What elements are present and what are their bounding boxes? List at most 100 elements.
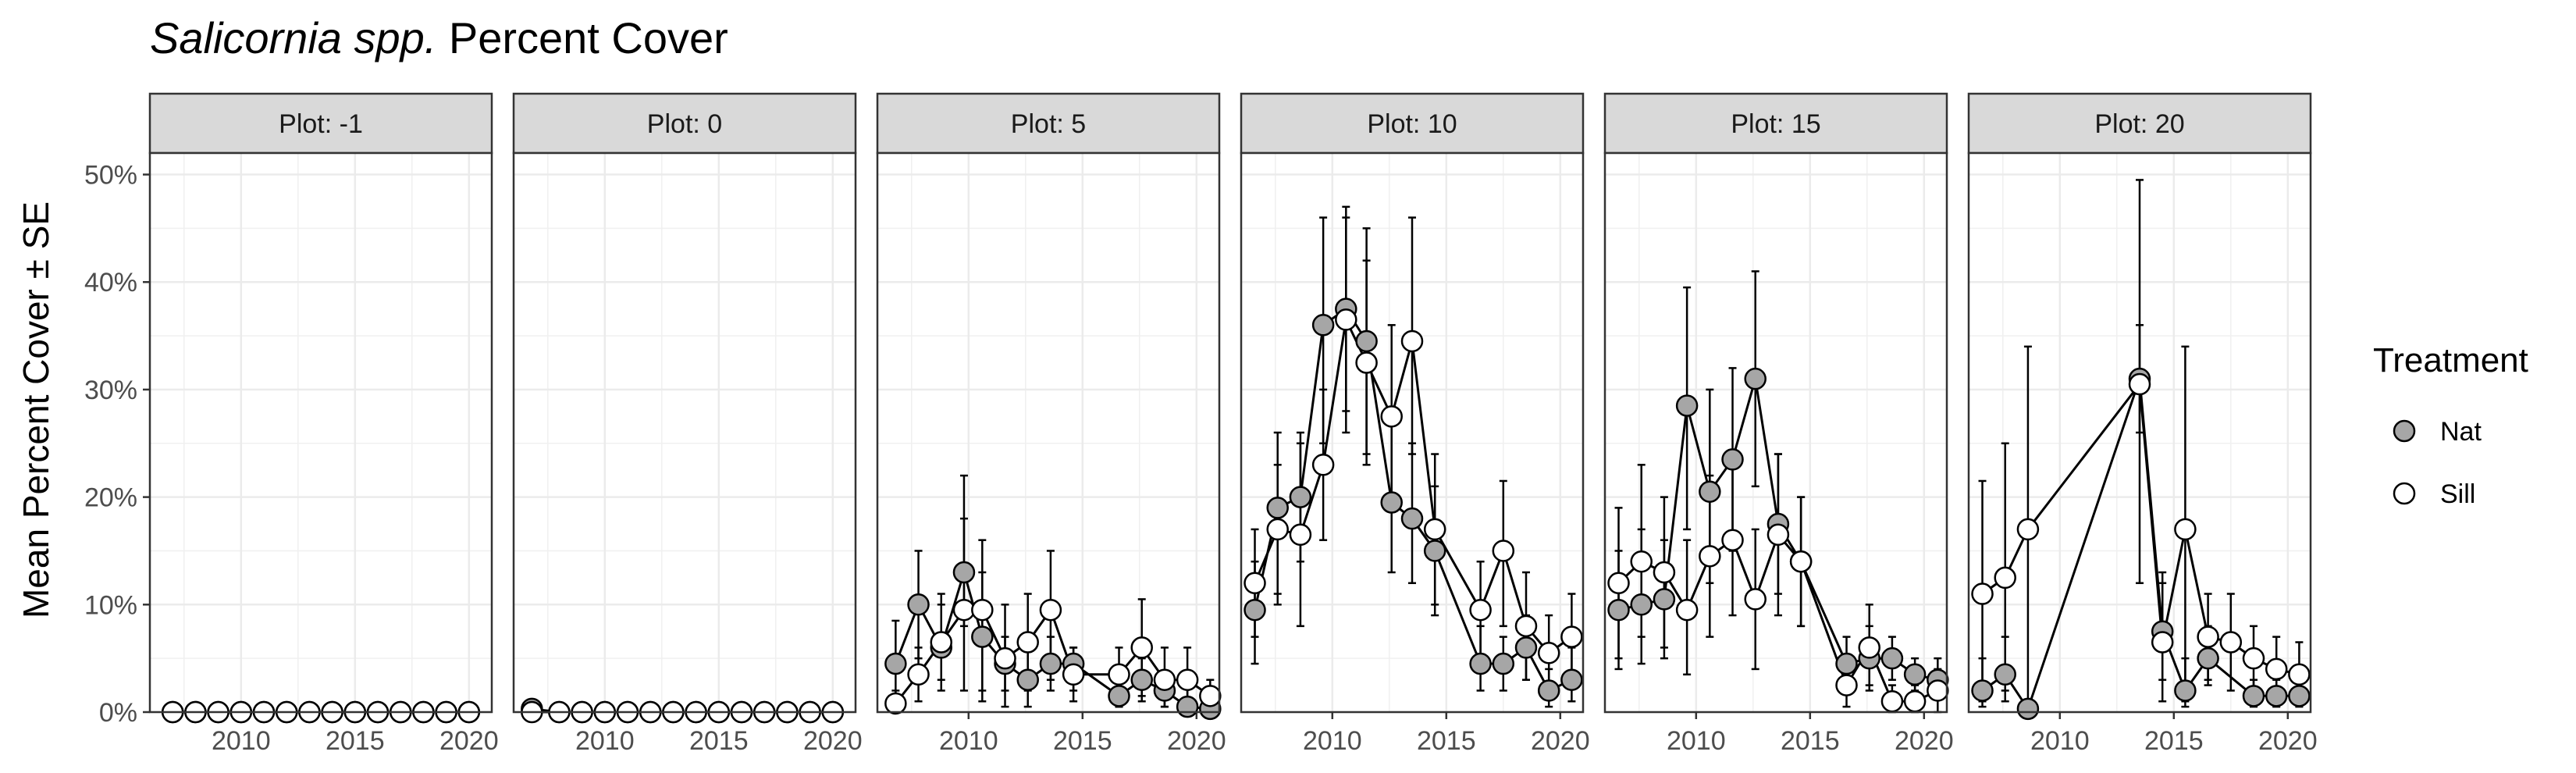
x-tick-label: 2020: [803, 726, 863, 756]
data-point: [1039, 652, 1062, 675]
data-point: [884, 692, 907, 715]
data-point: [1335, 308, 1357, 331]
data-point: [1266, 518, 1289, 541]
data-point: [1835, 674, 1858, 696]
data-point: [1675, 598, 1699, 622]
data-point: [2242, 685, 2265, 707]
data-point: [2242, 647, 2265, 670]
panel-5: Plot: 20 2010 2015 2020: [1967, 92, 2318, 756]
x-tick-label: 2020: [2258, 726, 2318, 756]
legend-label: Nat: [2440, 417, 2482, 447]
data-point: [1289, 523, 1312, 547]
points-sill: [884, 598, 1222, 715]
data-point: [1880, 647, 1904, 670]
legend-entry-sill: Sill: [2393, 479, 2475, 509]
x-tick-label: 2020: [439, 726, 499, 756]
gridlines: [514, 153, 856, 714]
data-point: [1994, 663, 2016, 686]
data-point: [1423, 540, 1446, 562]
y-tick-label: 0%: [99, 698, 137, 728]
data-point: [1607, 598, 1630, 622]
data-point: [1675, 394, 1699, 417]
data-point: [2128, 372, 2151, 396]
data-point: [1380, 405, 1403, 428]
y-tick-label: 10%: [84, 590, 137, 620]
data-point: [1244, 598, 1266, 622]
panel-3: Plot: 10 2010 2015 2020: [1240, 92, 1590, 756]
data-point: [2288, 685, 2311, 707]
data-point: [994, 647, 1016, 670]
data-point: [1130, 636, 1153, 659]
data-point: [907, 663, 930, 686]
data-point: [2174, 518, 2197, 541]
data-point: [1492, 540, 1515, 562]
legend-entry-nat: Nat: [2393, 417, 2482, 447]
data-point: [1971, 582, 1994, 605]
x-tick-label: 2010: [1303, 726, 1362, 756]
panel-strip: [1240, 92, 1585, 155]
data-point: [1153, 668, 1176, 691]
legend-key: [2393, 419, 2416, 443]
data-point: [1244, 572, 1266, 595]
data-point: [1016, 631, 1039, 654]
panel-plot-area: [514, 153, 856, 712]
data-point: [1514, 614, 1538, 638]
panel-2: Plot: 5 2010 2015 2020: [876, 92, 1226, 756]
data-point: [971, 598, 994, 622]
data-point: [1630, 593, 1653, 616]
data-point: [1835, 652, 1858, 675]
panel-strip-label: Plot: 15: [1731, 109, 1820, 139]
data-point: [1514, 636, 1538, 659]
data-point: [907, 593, 930, 616]
panel-strip: [1967, 92, 2312, 155]
data-point: [1108, 663, 1130, 686]
data-point: [1560, 668, 1583, 691]
data-point: [1721, 529, 1744, 551]
legend-label: Sill: [2440, 479, 2475, 509]
data-point: [1537, 679, 1560, 702]
data-point: [1492, 652, 1515, 675]
data-point: [1537, 642, 1560, 664]
data-point: [1355, 351, 1378, 374]
data-point: [1607, 572, 1630, 595]
panel-strip: [512, 92, 857, 155]
data-point: [2151, 631, 2174, 654]
x-tick-label: 2015: [1053, 726, 1112, 756]
panel-0: Plot: -1 2010 2015 2020 0% 10% 20% 30% 40% 50%: [84, 92, 499, 756]
panel-border: [876, 151, 1221, 714]
data-point: [1400, 330, 1424, 353]
panel-strip: [148, 92, 493, 155]
x-tick-label: 2010: [939, 726, 998, 756]
y-tick-label: 30%: [84, 376, 137, 405]
data-point: [1400, 507, 1424, 530]
data-point: [1176, 695, 1199, 718]
data-point: [1699, 545, 1721, 568]
y-tick-label: 50%: [84, 161, 137, 191]
data-point: [1560, 625, 1583, 648]
data-point: [1880, 689, 1904, 713]
data-point: [952, 561, 976, 584]
x-tick-label: 2010: [1667, 726, 1726, 756]
panel-strip-label: Plot: 10: [1367, 109, 1457, 139]
data-point: [1630, 550, 1653, 573]
points-nat: [1607, 367, 1949, 691]
data-point: [1311, 314, 1335, 337]
data-point: [2197, 647, 2219, 670]
data-point: [1380, 491, 1403, 514]
data-point: [1789, 550, 1813, 573]
data-point: [1903, 689, 1927, 713]
x-tick-label: 2015: [326, 726, 385, 756]
data-point: [2174, 679, 2197, 702]
data-point: [884, 652, 907, 675]
data-point: [1355, 330, 1378, 353]
x-tick-label: 2015: [1417, 726, 1476, 756]
data-point: [1199, 685, 1222, 707]
data-point: [1062, 663, 1085, 686]
chart-title-italic: Salicornia spp.: [150, 13, 436, 62]
x-tick-label: 2015: [689, 726, 749, 756]
x-tick-label: 2020: [1895, 726, 1954, 756]
data-point: [1423, 518, 1446, 541]
data-point: [1289, 486, 1312, 508]
